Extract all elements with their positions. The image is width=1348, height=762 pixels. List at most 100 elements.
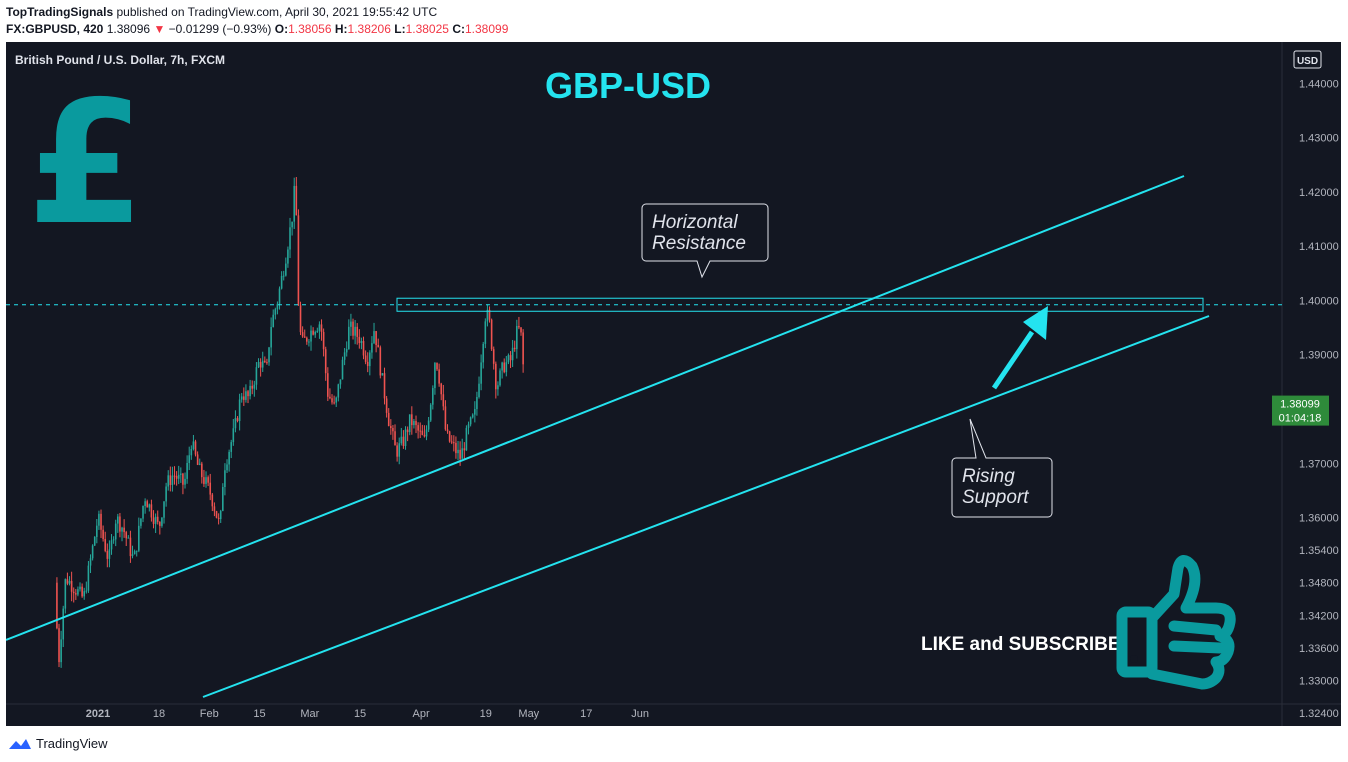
- candle-body: [331, 398, 333, 403]
- candle-body: [138, 525, 140, 551]
- down-arrow-icon: ▼: [153, 22, 166, 36]
- candle-body: [453, 442, 455, 444]
- candle-body: [335, 397, 338, 403]
- candle-body: [463, 448, 466, 451]
- candle-body: [316, 330, 319, 332]
- candle-body: [427, 420, 430, 430]
- time-tick-label: May: [518, 708, 539, 720]
- candle-body: [306, 337, 308, 342]
- candle-body: [56, 582, 58, 629]
- candle-body: [83, 591, 86, 597]
- candle-body: [268, 347, 270, 363]
- candle-body: [459, 449, 461, 459]
- candle-body: [520, 327, 522, 333]
- candle-body: [438, 369, 440, 384]
- candle-body: [238, 399, 241, 422]
- candle-body: [146, 501, 149, 508]
- candle-body: [100, 513, 102, 530]
- support-label-line2: Support: [962, 487, 1029, 508]
- candle-body: [148, 504, 151, 508]
- candle-body: [91, 545, 94, 559]
- candle-body: [182, 473, 184, 485]
- candle-body: [123, 527, 125, 533]
- candle-body: [156, 516, 159, 522]
- candle-body: [104, 538, 107, 551]
- candle-body: [171, 475, 174, 485]
- candle-body: [278, 288, 281, 304]
- price-axis[interactable]: 1.44000 1.43000 1.42000 1.41000 1.40000 1.390…: [1299, 78, 1339, 720]
- candle-body: [480, 362, 482, 384]
- candle-body: [173, 475, 176, 477]
- candle-body: [81, 586, 83, 597]
- candle-body: [289, 227, 291, 250]
- candle-body: [108, 549, 111, 559]
- candle-body: [224, 470, 226, 487]
- candle-body: [230, 442, 233, 452]
- candle-body: [121, 527, 123, 532]
- price-tick-label: 1.40000: [1299, 295, 1339, 307]
- candle-body: [127, 537, 130, 539]
- publish-info: published on TradingView.com, April 30, …: [116, 5, 438, 19]
- candle-body: [270, 327, 272, 348]
- candle-body: [98, 513, 100, 526]
- candle-body: [373, 331, 375, 344]
- candle-body: [329, 396, 331, 399]
- tradingview-footer[interactable]: TradingView: [8, 736, 108, 751]
- candle-body: [117, 516, 119, 524]
- time-tick-label: 19: [480, 708, 492, 720]
- chart-area[interactable]: 1.38099 01:04:18 1.44000 1.43000 1.42000 1.4…: [6, 42, 1341, 726]
- time-axis[interactable]: 2021 18 Feb 15 Mar 15 Apr 19 May 17 Jun: [86, 708, 649, 720]
- time-tick-label: 15: [354, 708, 366, 720]
- open-label: O:: [274, 22, 289, 36]
- candle-body: [455, 442, 457, 454]
- candle-body: [434, 363, 436, 389]
- high-value: 1.38206: [347, 22, 391, 36]
- candle-body: [490, 319, 493, 350]
- candle-body: [415, 421, 417, 426]
- ohlc-header: FX:GBPUSD, 420 1.38096 ▼ −0.01299 (−0.93…: [6, 22, 508, 36]
- thumbs-up-icon[interactable]: [1116, 555, 1236, 690]
- candle-body: [75, 593, 77, 595]
- author-name[interactable]: TopTradingSignals: [6, 5, 114, 19]
- candle-body: [390, 426, 392, 428]
- candle-body: [499, 370, 501, 386]
- candle-body: [272, 314, 275, 328]
- candle-body: [400, 436, 403, 444]
- price-tick-label: 1.34200: [1299, 610, 1339, 622]
- candle-body: [243, 396, 245, 400]
- candle-body: [287, 249, 289, 264]
- resistance-zone[interactable]: [396, 297, 1204, 312]
- candle-body: [255, 367, 258, 385]
- candle-body: [87, 565, 90, 591]
- low-label: L:: [394, 22, 406, 36]
- candle-body: [85, 590, 88, 592]
- price-tick-label: 1.42000: [1299, 187, 1339, 199]
- currency-badge[interactable]: [1293, 50, 1322, 69]
- candle-body: [511, 347, 514, 361]
- candle-body: [217, 517, 220, 520]
- support-label-line1: Rising: [962, 466, 1015, 487]
- candle-body: [180, 473, 182, 475]
- candle-body: [356, 326, 359, 337]
- low-value: 1.38025: [405, 22, 449, 36]
- candle-body: [152, 517, 155, 524]
- channel-lower-line[interactable]: [202, 315, 1210, 698]
- channel-upper-line[interactable]: [6, 175, 1185, 641]
- candle-body: [144, 501, 146, 506]
- time-tick-label: 18: [153, 708, 165, 720]
- candle-body: [513, 347, 516, 350]
- last-price-tag: [1272, 395, 1329, 426]
- time-tick-label: Jun: [631, 708, 649, 720]
- candle-body: [188, 455, 191, 463]
- candle-body: [495, 363, 497, 390]
- candle-body: [177, 474, 180, 479]
- candle-body: [432, 388, 434, 405]
- price-tick-label: 1.34800: [1299, 578, 1339, 590]
- candle-body: [163, 501, 165, 518]
- candle-body: [419, 430, 422, 432]
- projection-arrow-shaft[interactable]: [991, 330, 1035, 390]
- candle-body: [312, 330, 314, 335]
- candle-body: [280, 275, 283, 289]
- candle-body: [516, 326, 518, 350]
